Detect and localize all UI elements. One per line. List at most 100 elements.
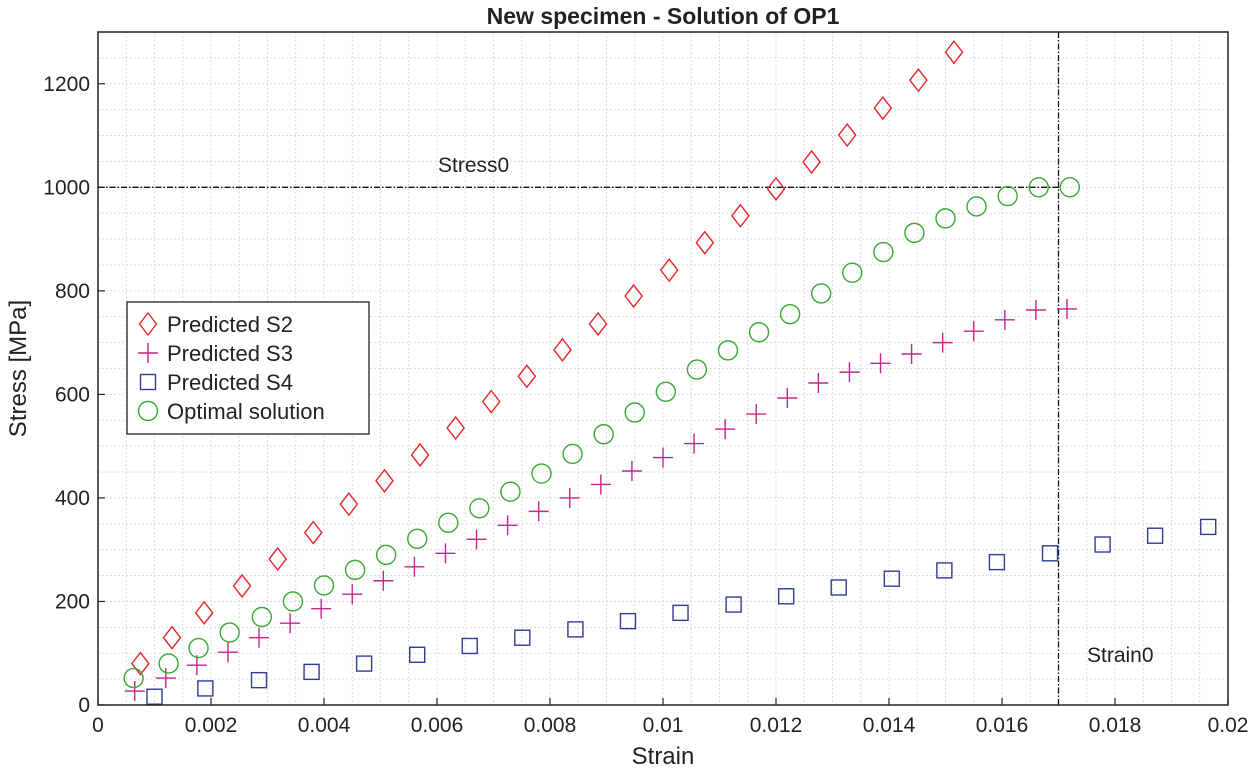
data-point (280, 613, 301, 634)
data-point (1094, 536, 1111, 553)
y-tick-label: 0 (78, 694, 90, 717)
x-tick-label: 0.006 (411, 714, 464, 737)
data-point (124, 681, 145, 702)
data-point (653, 447, 673, 468)
data-point (250, 671, 268, 689)
series-predicted-s4 (146, 518, 1217, 705)
data-point (839, 362, 860, 383)
data-point (997, 185, 1018, 207)
data-point (409, 646, 426, 663)
data-point (303, 520, 323, 545)
data-point (531, 463, 552, 484)
data-point (830, 579, 847, 596)
data-point (936, 562, 953, 579)
x-tick-label: 0.004 (298, 714, 351, 737)
data-point (251, 606, 273, 628)
data-point (1146, 527, 1164, 544)
data-point (500, 481, 521, 502)
data-point (746, 404, 767, 425)
data-point (1059, 177, 1081, 198)
stress0-annotation: Stress0 (438, 154, 509, 177)
data-point (1200, 518, 1217, 536)
data-point (619, 612, 637, 630)
y-tick-label: 1000 (43, 176, 90, 199)
data-marks (123, 40, 1217, 705)
axis-ticks: 0 0.002 0.004 0.006 0.008 0.01 0.012 0.014 0.016… (43, 73, 1248, 737)
data-point (268, 546, 288, 572)
data-point (731, 203, 750, 228)
x-tick-label: 0.014 (863, 714, 916, 737)
data-point (624, 283, 644, 309)
data-point (375, 544, 397, 566)
data-point (935, 208, 956, 229)
chart-title: New specimen - Solution of OP1 (487, 3, 840, 29)
data-point (837, 122, 857, 148)
legend-marker (138, 343, 158, 363)
data-point (375, 468, 394, 493)
data-point (373, 570, 394, 591)
grid-lines (97, 31, 1229, 706)
data-point (559, 487, 580, 508)
data-point (446, 415, 466, 441)
data-point (407, 528, 428, 550)
data-point (481, 389, 501, 414)
data-point (811, 283, 832, 304)
x-tick-label: 0.016 (976, 714, 1029, 737)
data-point (528, 501, 549, 522)
y-tick-label: 600 (55, 383, 90, 406)
data-point (873, 241, 894, 263)
x-tick-label: 0.01 (643, 714, 684, 737)
y-tick-label: 1200 (43, 73, 90, 96)
series-optimal-solution (123, 177, 1081, 689)
data-point (404, 556, 425, 577)
data-point (282, 591, 304, 612)
data-point (932, 332, 953, 353)
x-tick-label: 0.012 (750, 714, 803, 737)
data-point (883, 570, 901, 587)
data-point (1028, 177, 1049, 198)
data-point (659, 257, 679, 283)
x-tick-label: 0.018 (1089, 714, 1142, 737)
data-point (461, 637, 478, 655)
data-point (686, 359, 708, 380)
data-point (146, 688, 163, 705)
data-point (1041, 545, 1059, 562)
data-point (717, 340, 739, 361)
data-point (197, 680, 214, 697)
data-point (344, 559, 366, 581)
data-point (908, 68, 928, 93)
y-tick-label: 200 (55, 590, 90, 613)
data-point (1025, 300, 1046, 321)
data-point (123, 667, 144, 689)
series-predicted-s2 (130, 40, 964, 676)
y-axis-label: Stress [MPa] (5, 300, 32, 437)
legend: Predicted S2 Predicted S3 Predicted S4 Opti… (126, 301, 370, 435)
data-point (966, 196, 987, 217)
legend-label: Predicted S2 (167, 312, 293, 337)
x-axis-label: Strain (632, 743, 695, 770)
data-point (870, 353, 891, 374)
x-tick-label: 0.02 (1208, 714, 1249, 737)
x-tick-label: 0.002 (185, 714, 238, 737)
legend-box (126, 301, 370, 435)
data-point (624, 402, 645, 423)
data-point (695, 230, 715, 255)
data-point (517, 364, 537, 389)
legend-label: Predicted S4 (167, 370, 293, 395)
y-tick-label: 400 (55, 487, 90, 510)
data-point (194, 600, 214, 625)
data-point (249, 627, 270, 648)
data-point (469, 498, 490, 519)
data-point (944, 40, 964, 65)
data-point (162, 625, 182, 650)
data-point (567, 621, 584, 638)
data-point (904, 222, 925, 244)
data-point (590, 474, 611, 495)
data-point (232, 573, 252, 599)
data-point (842, 262, 863, 283)
legend-marker (139, 373, 157, 391)
x-tick-label: 0.008 (524, 714, 577, 737)
data-point (988, 553, 1006, 571)
data-point (779, 303, 801, 325)
